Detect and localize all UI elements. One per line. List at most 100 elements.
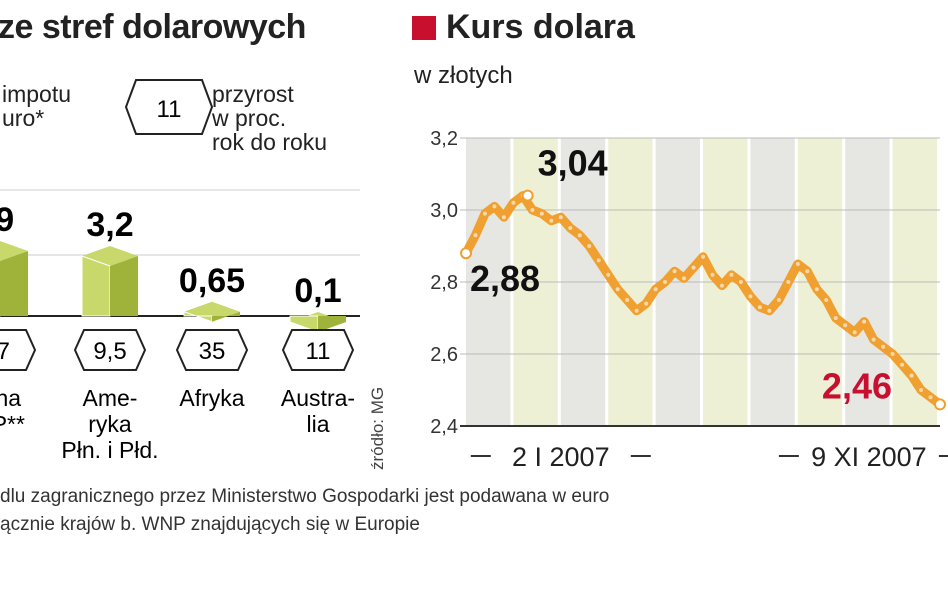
footnote-2: ącznie krajów b. WNP znajdujących się w … [0, 514, 420, 535]
rate-point [691, 265, 696, 270]
legend-growth-line-3: rok do roku [212, 129, 328, 155]
rate-point [909, 373, 914, 378]
bar-value-label: ,9 [0, 201, 14, 239]
rate-point [729, 272, 734, 277]
rate-point [596, 258, 601, 263]
growth-label: 9,5 [93, 338, 126, 365]
category-label: NP** [0, 411, 25, 437]
rate-point [767, 308, 772, 313]
rate-point [587, 244, 592, 248]
right-panel-subtitle: w złotych [414, 62, 513, 89]
y-tick-label: 3,2 [430, 128, 458, 150]
rate-point [890, 352, 895, 356]
category-label: lia [306, 411, 329, 437]
rate-point [682, 276, 687, 281]
rate-point [871, 337, 876, 342]
rate-point [862, 319, 867, 324]
right-panel-title: Kurs dolara [446, 8, 635, 46]
legend-import-label: impotu uro* [2, 82, 71, 130]
rate-point [795, 262, 800, 266]
category-label: Afryka [179, 385, 244, 411]
x-tick-label: 9 XI 2007 [811, 442, 927, 472]
rate-point [663, 280, 668, 284]
rate-point [919, 388, 924, 392]
rate-point [776, 298, 781, 302]
annotation-marker [934, 398, 946, 411]
category-label: ryka [88, 411, 132, 437]
rate-point [482, 211, 487, 216]
y-tick-label: 2,4 [430, 416, 458, 438]
growth-label: 35 [199, 338, 226, 365]
growth-hex-icon [0, 329, 37, 371]
legend-growth-label: przyrost w proc. rok do roku [212, 82, 327, 154]
bar-top [0, 241, 28, 261]
annotation-label: 3,04 [538, 143, 608, 184]
growth-hex-icon [73, 329, 147, 371]
bar-side [81, 255, 111, 317]
rate-point [530, 208, 535, 212]
rate-point [644, 301, 649, 306]
bar-front [212, 311, 240, 322]
bar-front [0, 251, 28, 316]
bar-value-label: 0,1 [294, 272, 341, 310]
rate-point [701, 254, 705, 259]
rate-point [748, 294, 753, 299]
growth-hex-icon [281, 329, 355, 371]
footnote-1: dlu zagranicznego przez Ministerstwo Gos… [0, 486, 610, 507]
legend-import-line-1: impotu [2, 81, 72, 107]
accent-square-icon [412, 16, 436, 40]
rate-point [653, 287, 658, 292]
rate-point [549, 218, 554, 223]
legend-hex-value: 11 [157, 96, 182, 123]
x-tick-label: 2 I 2007 [512, 442, 610, 472]
annotation-marker [521, 189, 534, 202]
category-label: Ame- [83, 385, 138, 411]
rate-point [672, 269, 677, 274]
legend-hex-icon: 11 [124, 79, 214, 135]
category-label: wna [0, 385, 21, 411]
rate-point [625, 298, 630, 302]
rate-point [473, 233, 478, 238]
rate-point [814, 287, 819, 292]
rate-point [833, 316, 838, 320]
annotation-label: 2,88 [470, 258, 540, 299]
rate-point [738, 280, 743, 284]
rate-point [719, 283, 724, 288]
rate-point [710, 272, 715, 277]
category-label: Płn. i Płd. [61, 437, 158, 463]
y-tick-label: 2,8 [430, 272, 458, 294]
annotation-label: 2,46 [822, 365, 892, 406]
legend-import-line-2: uro* [2, 105, 45, 131]
rate-point [928, 395, 933, 400]
category-label: Austra- [281, 385, 355, 411]
annotation-marker [460, 247, 472, 260]
legend-growth-line-2: w proc. [212, 105, 287, 131]
rate-point [881, 344, 886, 349]
rate-point [843, 323, 848, 328]
rate-point [615, 287, 620, 292]
rate-point [634, 308, 639, 313]
rate-point [805, 269, 810, 274]
rate-point [577, 233, 582, 238]
rate-point [757, 305, 762, 310]
y-tick-label: 3,0 [430, 200, 458, 222]
rate-point [900, 362, 905, 367]
rate-point [558, 215, 563, 220]
bar-value-label: 0,65 [179, 262, 245, 300]
growth-hex-icon [175, 329, 249, 371]
rate-point [852, 330, 857, 335]
rate-point [824, 298, 829, 302]
rate-point [539, 211, 544, 216]
growth-label: ,7 [0, 338, 10, 365]
bar-front [110, 256, 138, 316]
rate-point [511, 200, 516, 205]
bar-front [318, 316, 346, 332]
rate-point [606, 272, 611, 277]
y-tick-label: 2,6 [430, 344, 458, 366]
rate-point [501, 215, 506, 220]
rate-point [492, 204, 497, 209]
growth-label: 11 [306, 338, 331, 365]
bar-value-label: 3,2 [86, 206, 133, 244]
rate-point [568, 226, 573, 230]
